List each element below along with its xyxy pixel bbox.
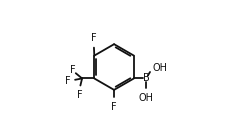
Text: F: F bbox=[91, 33, 97, 43]
Text: F: F bbox=[111, 102, 117, 112]
Text: OH: OH bbox=[153, 63, 168, 73]
Text: OH: OH bbox=[139, 93, 154, 103]
Text: B: B bbox=[143, 73, 150, 83]
Text: F: F bbox=[70, 66, 75, 75]
Text: F: F bbox=[77, 90, 82, 100]
Text: F: F bbox=[65, 76, 70, 86]
